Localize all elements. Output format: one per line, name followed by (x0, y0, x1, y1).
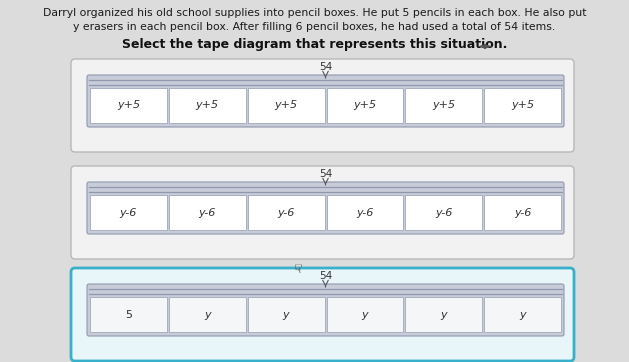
Bar (248, 88, 325, 123)
Bar (484, 88, 561, 123)
Bar (484, 195, 561, 230)
Text: y-6: y-6 (435, 207, 452, 218)
Text: y-6: y-6 (356, 207, 374, 218)
Text: y+5: y+5 (432, 101, 455, 110)
Bar (326, 88, 403, 123)
Text: y-6: y-6 (199, 207, 216, 218)
Text: y+5: y+5 (117, 101, 140, 110)
Text: y-6: y-6 (277, 207, 295, 218)
Bar (169, 297, 246, 332)
Bar (484, 297, 561, 332)
FancyBboxPatch shape (87, 182, 564, 234)
Text: 54: 54 (319, 271, 332, 281)
Text: y-6: y-6 (514, 207, 532, 218)
Bar (405, 297, 482, 332)
Text: y erasers in each pencil box. After filling 6 pencil boxes, he had used a total : y erasers in each pencil box. After fill… (74, 22, 555, 32)
Text: y: y (362, 310, 368, 320)
Text: 54: 54 (319, 169, 332, 179)
FancyBboxPatch shape (87, 75, 564, 127)
FancyBboxPatch shape (71, 59, 574, 152)
Bar (90, 195, 167, 230)
Bar (248, 297, 325, 332)
Text: y-6: y-6 (120, 207, 137, 218)
Bar (326, 195, 403, 230)
Text: y: y (204, 310, 211, 320)
Text: y+5: y+5 (353, 101, 377, 110)
Bar (90, 88, 167, 123)
Text: y: y (283, 310, 289, 320)
FancyBboxPatch shape (71, 268, 574, 361)
FancyBboxPatch shape (71, 166, 574, 259)
Text: y+5: y+5 (274, 101, 298, 110)
Text: ◄►: ◄► (477, 40, 493, 50)
Bar (169, 195, 246, 230)
Text: y+5: y+5 (196, 101, 219, 110)
Bar (248, 195, 325, 230)
Text: y: y (520, 310, 526, 320)
Text: 5: 5 (125, 310, 132, 320)
Bar (405, 195, 482, 230)
FancyBboxPatch shape (87, 284, 564, 336)
Bar (326, 297, 403, 332)
Bar (405, 88, 482, 123)
Text: y+5: y+5 (511, 101, 534, 110)
Text: Select the tape diagram that represents this situation.: Select the tape diagram that represents … (122, 38, 507, 51)
Text: Darryl organized his old school supplies into pencil boxes. He put 5 pencils in : Darryl organized his old school supplies… (43, 8, 586, 18)
Bar (169, 88, 246, 123)
Text: y: y (440, 310, 447, 320)
Bar (90, 297, 167, 332)
Text: 54: 54 (319, 62, 332, 72)
Text: ☞: ☞ (289, 263, 302, 274)
